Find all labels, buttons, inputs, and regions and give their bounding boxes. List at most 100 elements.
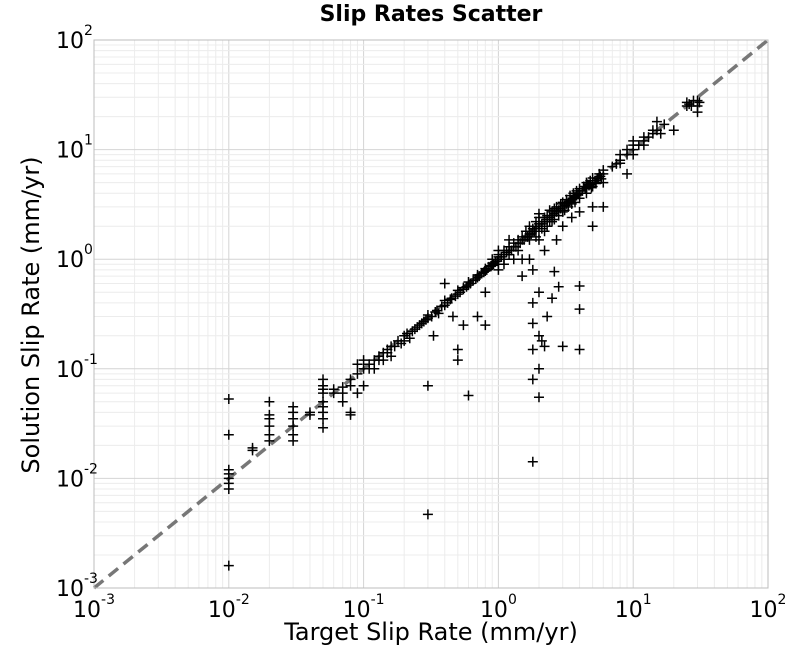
x-axis-label: Target Slip Rate (mm/yr) bbox=[284, 618, 578, 646]
data-point bbox=[694, 97, 705, 108]
data-point bbox=[223, 429, 234, 440]
data-point bbox=[264, 409, 275, 420]
data-point bbox=[527, 344, 538, 355]
data-point bbox=[364, 359, 375, 370]
data-point bbox=[337, 382, 348, 393]
y-tick-label: 10-3 bbox=[56, 571, 98, 602]
data-point bbox=[264, 429, 275, 440]
data-point bbox=[524, 254, 535, 265]
data-point bbox=[542, 311, 553, 322]
y-tick-label: 101 bbox=[56, 133, 93, 164]
data-point bbox=[288, 401, 299, 412]
data-point bbox=[553, 281, 564, 292]
x-tick-label: 10-2 bbox=[208, 592, 250, 623]
data-point bbox=[369, 363, 380, 374]
data-point bbox=[318, 396, 329, 407]
data-point bbox=[527, 318, 538, 329]
data-point bbox=[452, 355, 463, 366]
data-point bbox=[480, 287, 491, 298]
x-tick-label: 100 bbox=[480, 592, 517, 623]
data-point bbox=[566, 212, 577, 223]
data-point bbox=[549, 266, 560, 277]
data-point bbox=[422, 380, 433, 391]
data-point bbox=[533, 330, 544, 341]
data-point bbox=[587, 221, 598, 232]
data-point bbox=[574, 206, 585, 217]
data-point bbox=[407, 326, 418, 337]
data-point bbox=[223, 394, 234, 405]
data-point bbox=[447, 311, 458, 322]
data-point bbox=[452, 344, 463, 355]
data-point bbox=[539, 226, 550, 237]
data-point bbox=[557, 206, 568, 217]
data-point bbox=[557, 221, 568, 232]
data-point bbox=[547, 293, 558, 304]
data-point bbox=[692, 107, 703, 118]
data-point bbox=[352, 359, 363, 370]
data-point bbox=[517, 271, 528, 282]
data-point bbox=[527, 297, 538, 308]
data-point bbox=[264, 396, 275, 407]
data-point bbox=[536, 335, 547, 346]
data-point bbox=[574, 304, 585, 315]
data-point bbox=[668, 125, 679, 136]
data-point bbox=[472, 311, 483, 322]
data-point bbox=[399, 335, 410, 346]
data-point bbox=[542, 221, 553, 232]
data-point bbox=[527, 456, 538, 467]
data-point bbox=[574, 280, 585, 291]
data-point bbox=[547, 216, 558, 227]
data-point bbox=[318, 374, 329, 385]
x-tick-label: 10-3 bbox=[73, 592, 115, 623]
scatter-points bbox=[223, 95, 705, 571]
x-tick-label: 10-1 bbox=[343, 592, 385, 623]
data-point bbox=[389, 341, 400, 352]
data-point bbox=[358, 355, 369, 366]
data-point bbox=[439, 278, 450, 289]
plot-frame bbox=[93, 39, 769, 589]
data-point bbox=[463, 276, 474, 287]
data-point bbox=[628, 135, 639, 146]
data-point bbox=[352, 368, 363, 379]
data-point bbox=[598, 165, 609, 176]
reference-line bbox=[92, 38, 770, 590]
x-tick-labels: 10-3 10-2 10-1 100 101 102 bbox=[73, 592, 786, 623]
data-point bbox=[598, 177, 609, 188]
data-point bbox=[628, 149, 639, 160]
chart-title: Slip Rates Scatter bbox=[319, 2, 543, 27]
data-point bbox=[638, 140, 649, 151]
x-tick-label: 101 bbox=[615, 592, 652, 623]
data-point bbox=[501, 247, 512, 258]
data-point bbox=[527, 264, 538, 275]
data-point bbox=[498, 259, 509, 270]
data-point bbox=[508, 254, 519, 265]
data-point bbox=[304, 407, 315, 418]
data-point bbox=[288, 429, 299, 440]
data-point bbox=[428, 330, 439, 341]
data-point bbox=[533, 363, 544, 374]
data-point bbox=[524, 234, 535, 245]
data-point bbox=[581, 188, 592, 199]
data-point bbox=[533, 392, 544, 403]
data-point bbox=[557, 341, 568, 352]
data-point bbox=[463, 390, 474, 401]
data-point bbox=[598, 201, 609, 212]
data-point bbox=[574, 344, 585, 355]
data-point bbox=[420, 314, 431, 325]
data-point bbox=[386, 351, 397, 362]
data-point bbox=[223, 560, 234, 571]
data-point bbox=[533, 234, 544, 245]
data-point bbox=[433, 308, 444, 319]
data-point bbox=[458, 320, 469, 331]
one-to-one-line bbox=[92, 38, 770, 590]
data-point bbox=[539, 245, 550, 256]
data-point bbox=[574, 193, 585, 204]
data-point bbox=[655, 128, 666, 139]
data-point bbox=[591, 178, 602, 189]
data-point bbox=[445, 294, 456, 305]
data-point bbox=[358, 380, 369, 391]
y-tick-label: 10-2 bbox=[56, 461, 98, 492]
data-point bbox=[247, 442, 258, 453]
data-point bbox=[539, 341, 550, 352]
data-point bbox=[513, 245, 524, 256]
